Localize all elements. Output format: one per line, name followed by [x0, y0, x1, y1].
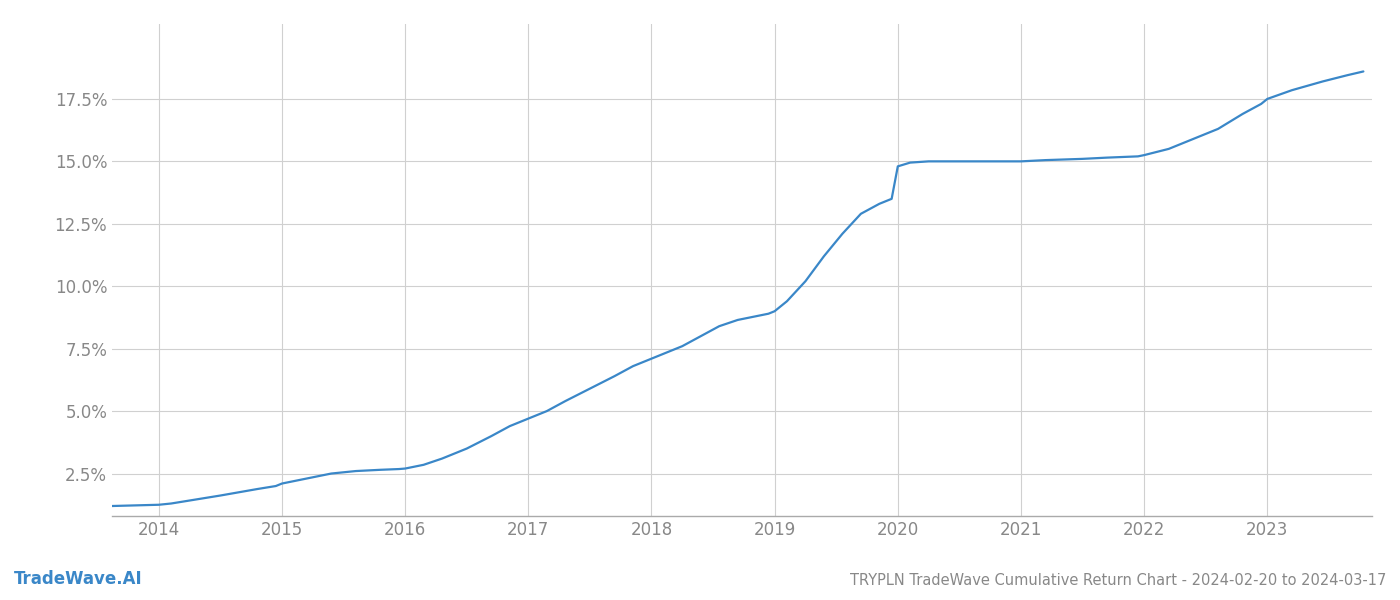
Text: TradeWave.AI: TradeWave.AI [14, 570, 143, 588]
Text: TRYPLN TradeWave Cumulative Return Chart - 2024-02-20 to 2024-03-17: TRYPLN TradeWave Cumulative Return Chart… [850, 573, 1386, 588]
